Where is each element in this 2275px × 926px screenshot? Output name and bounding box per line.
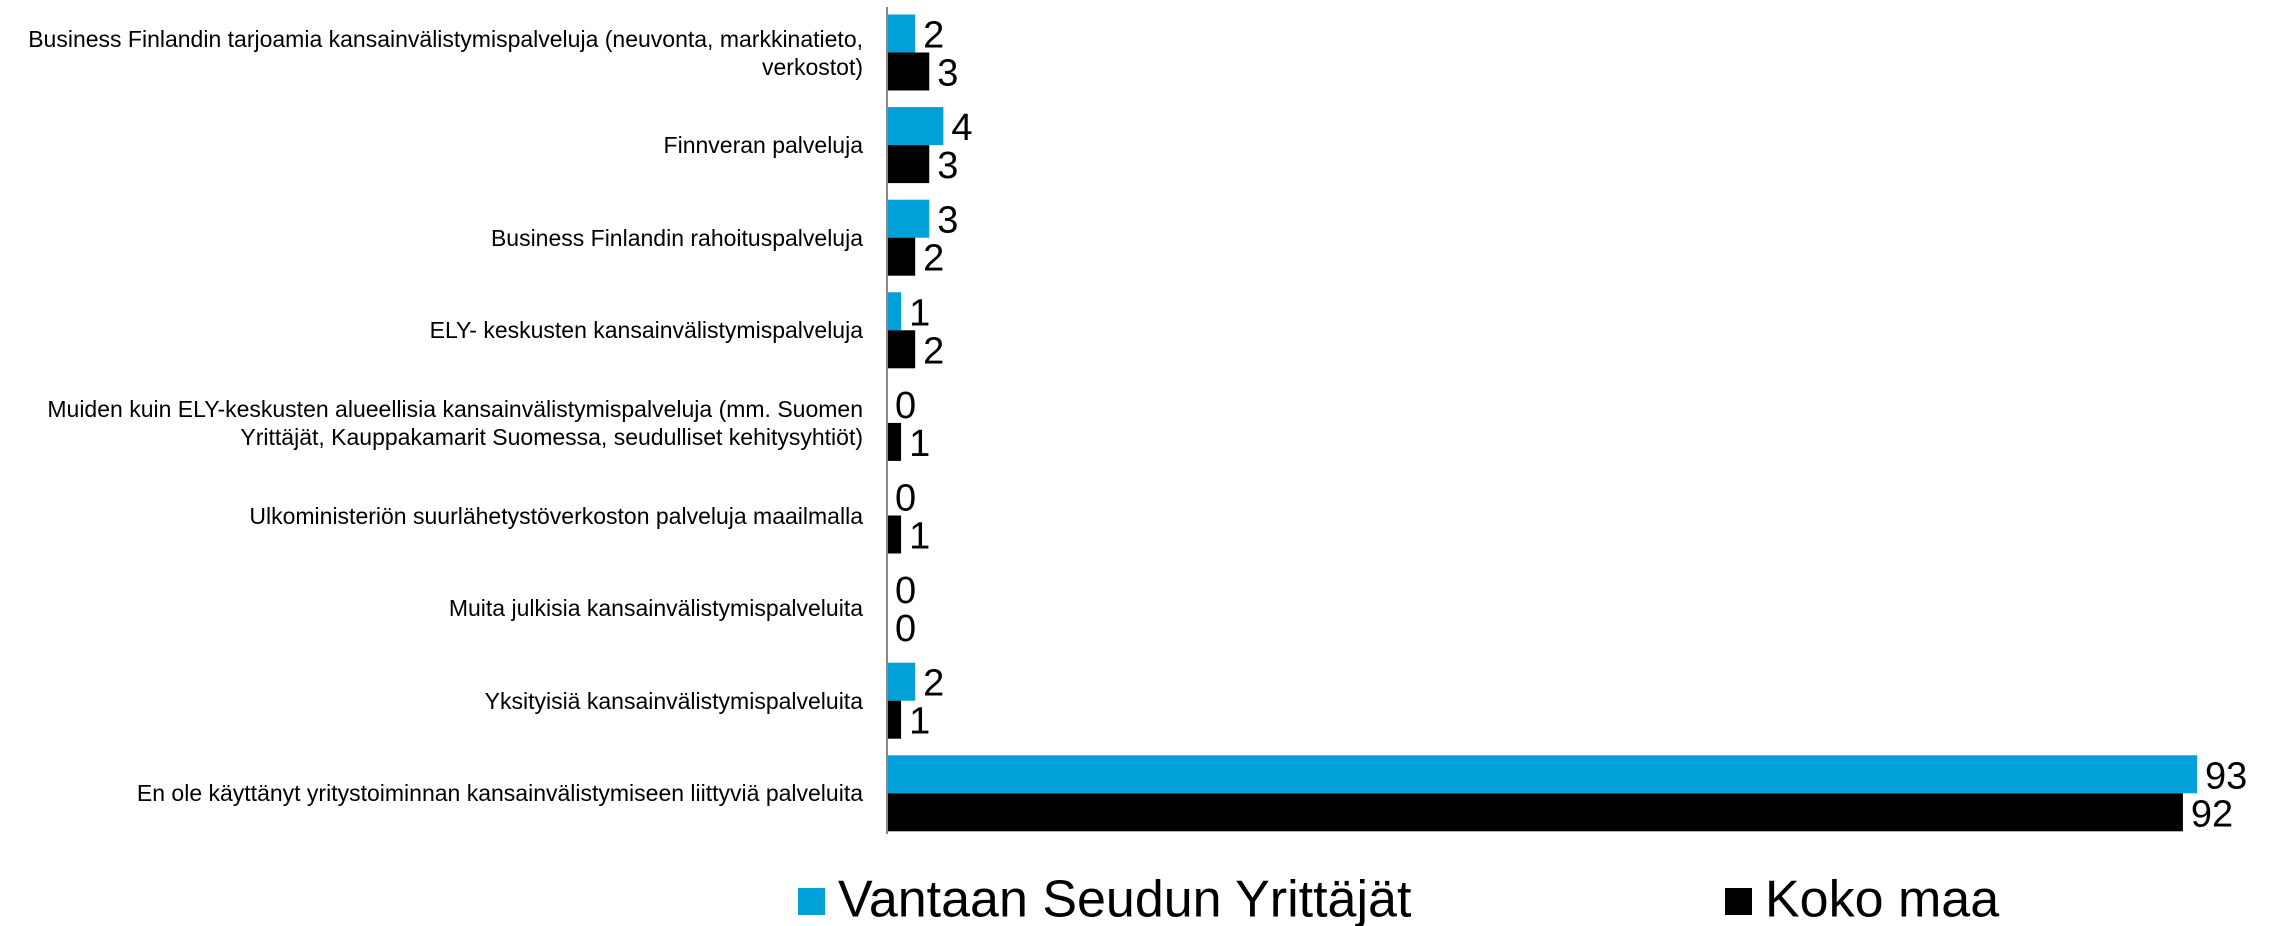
- category-label: Muiden kuin ELY-keskusten alueellisia ka…: [47, 395, 863, 450]
- bar: [887, 330, 916, 369]
- data-label: 1: [909, 423, 930, 465]
- category-label: En ole käyttänyt yritystoiminnan kansain…: [136, 780, 863, 807]
- data-label: 1: [909, 701, 930, 743]
- bar: [887, 145, 930, 184]
- data-label: 2: [923, 238, 944, 280]
- category-label: Business Finlandin tarjoamia kansainväli…: [28, 25, 863, 80]
- legend-label: Koko maa: [1765, 871, 1999, 926]
- bar: [887, 793, 2183, 832]
- data-label: 3: [937, 145, 958, 187]
- data-label: 0: [895, 608, 916, 650]
- bar: [887, 107, 944, 146]
- data-label: 0: [895, 478, 916, 520]
- data-label: 2: [923, 15, 944, 57]
- data-label: 0: [895, 570, 916, 612]
- bar: [887, 292, 902, 331]
- data-label: 1: [909, 516, 930, 558]
- category-label: ELY- keskusten kansainvälistymispalveluj…: [429, 317, 863, 344]
- data-label: 2: [923, 663, 944, 705]
- category-label: Muita julkisia kansainvälistymispalvelui…: [448, 595, 863, 622]
- bar: [887, 422, 902, 461]
- category-label: Finnveran palveluja: [663, 132, 863, 159]
- data-label: 93: [2205, 755, 2247, 797]
- legend-swatch: [1725, 888, 1752, 915]
- data-label: 2: [923, 330, 944, 372]
- data-label: 1: [909, 292, 930, 334]
- bar: [887, 52, 930, 91]
- bar: [887, 14, 916, 53]
- category-label: Ulkoministeriön suurlähetystöverkoston p…: [249, 502, 863, 529]
- bar: [887, 199, 930, 238]
- data-label: 3: [937, 53, 958, 95]
- category-label: Yksityisiä kansainvälistymispalveluita: [484, 687, 863, 714]
- bar: [887, 662, 916, 701]
- data-label: 0: [895, 385, 916, 427]
- legend-label: Vantaan Seudun Yrittäjät: [838, 871, 1412, 926]
- bar: [887, 755, 2197, 794]
- legend-swatch: [798, 888, 825, 915]
- bar: [887, 237, 916, 276]
- data-label: 3: [937, 200, 958, 242]
- data-label: 92: [2191, 793, 2233, 835]
- category-label: Business Finlandin rahoituspalveluja: [490, 224, 863, 251]
- data-label: 4: [951, 107, 972, 149]
- bar: [887, 515, 902, 554]
- bar: [887, 700, 902, 739]
